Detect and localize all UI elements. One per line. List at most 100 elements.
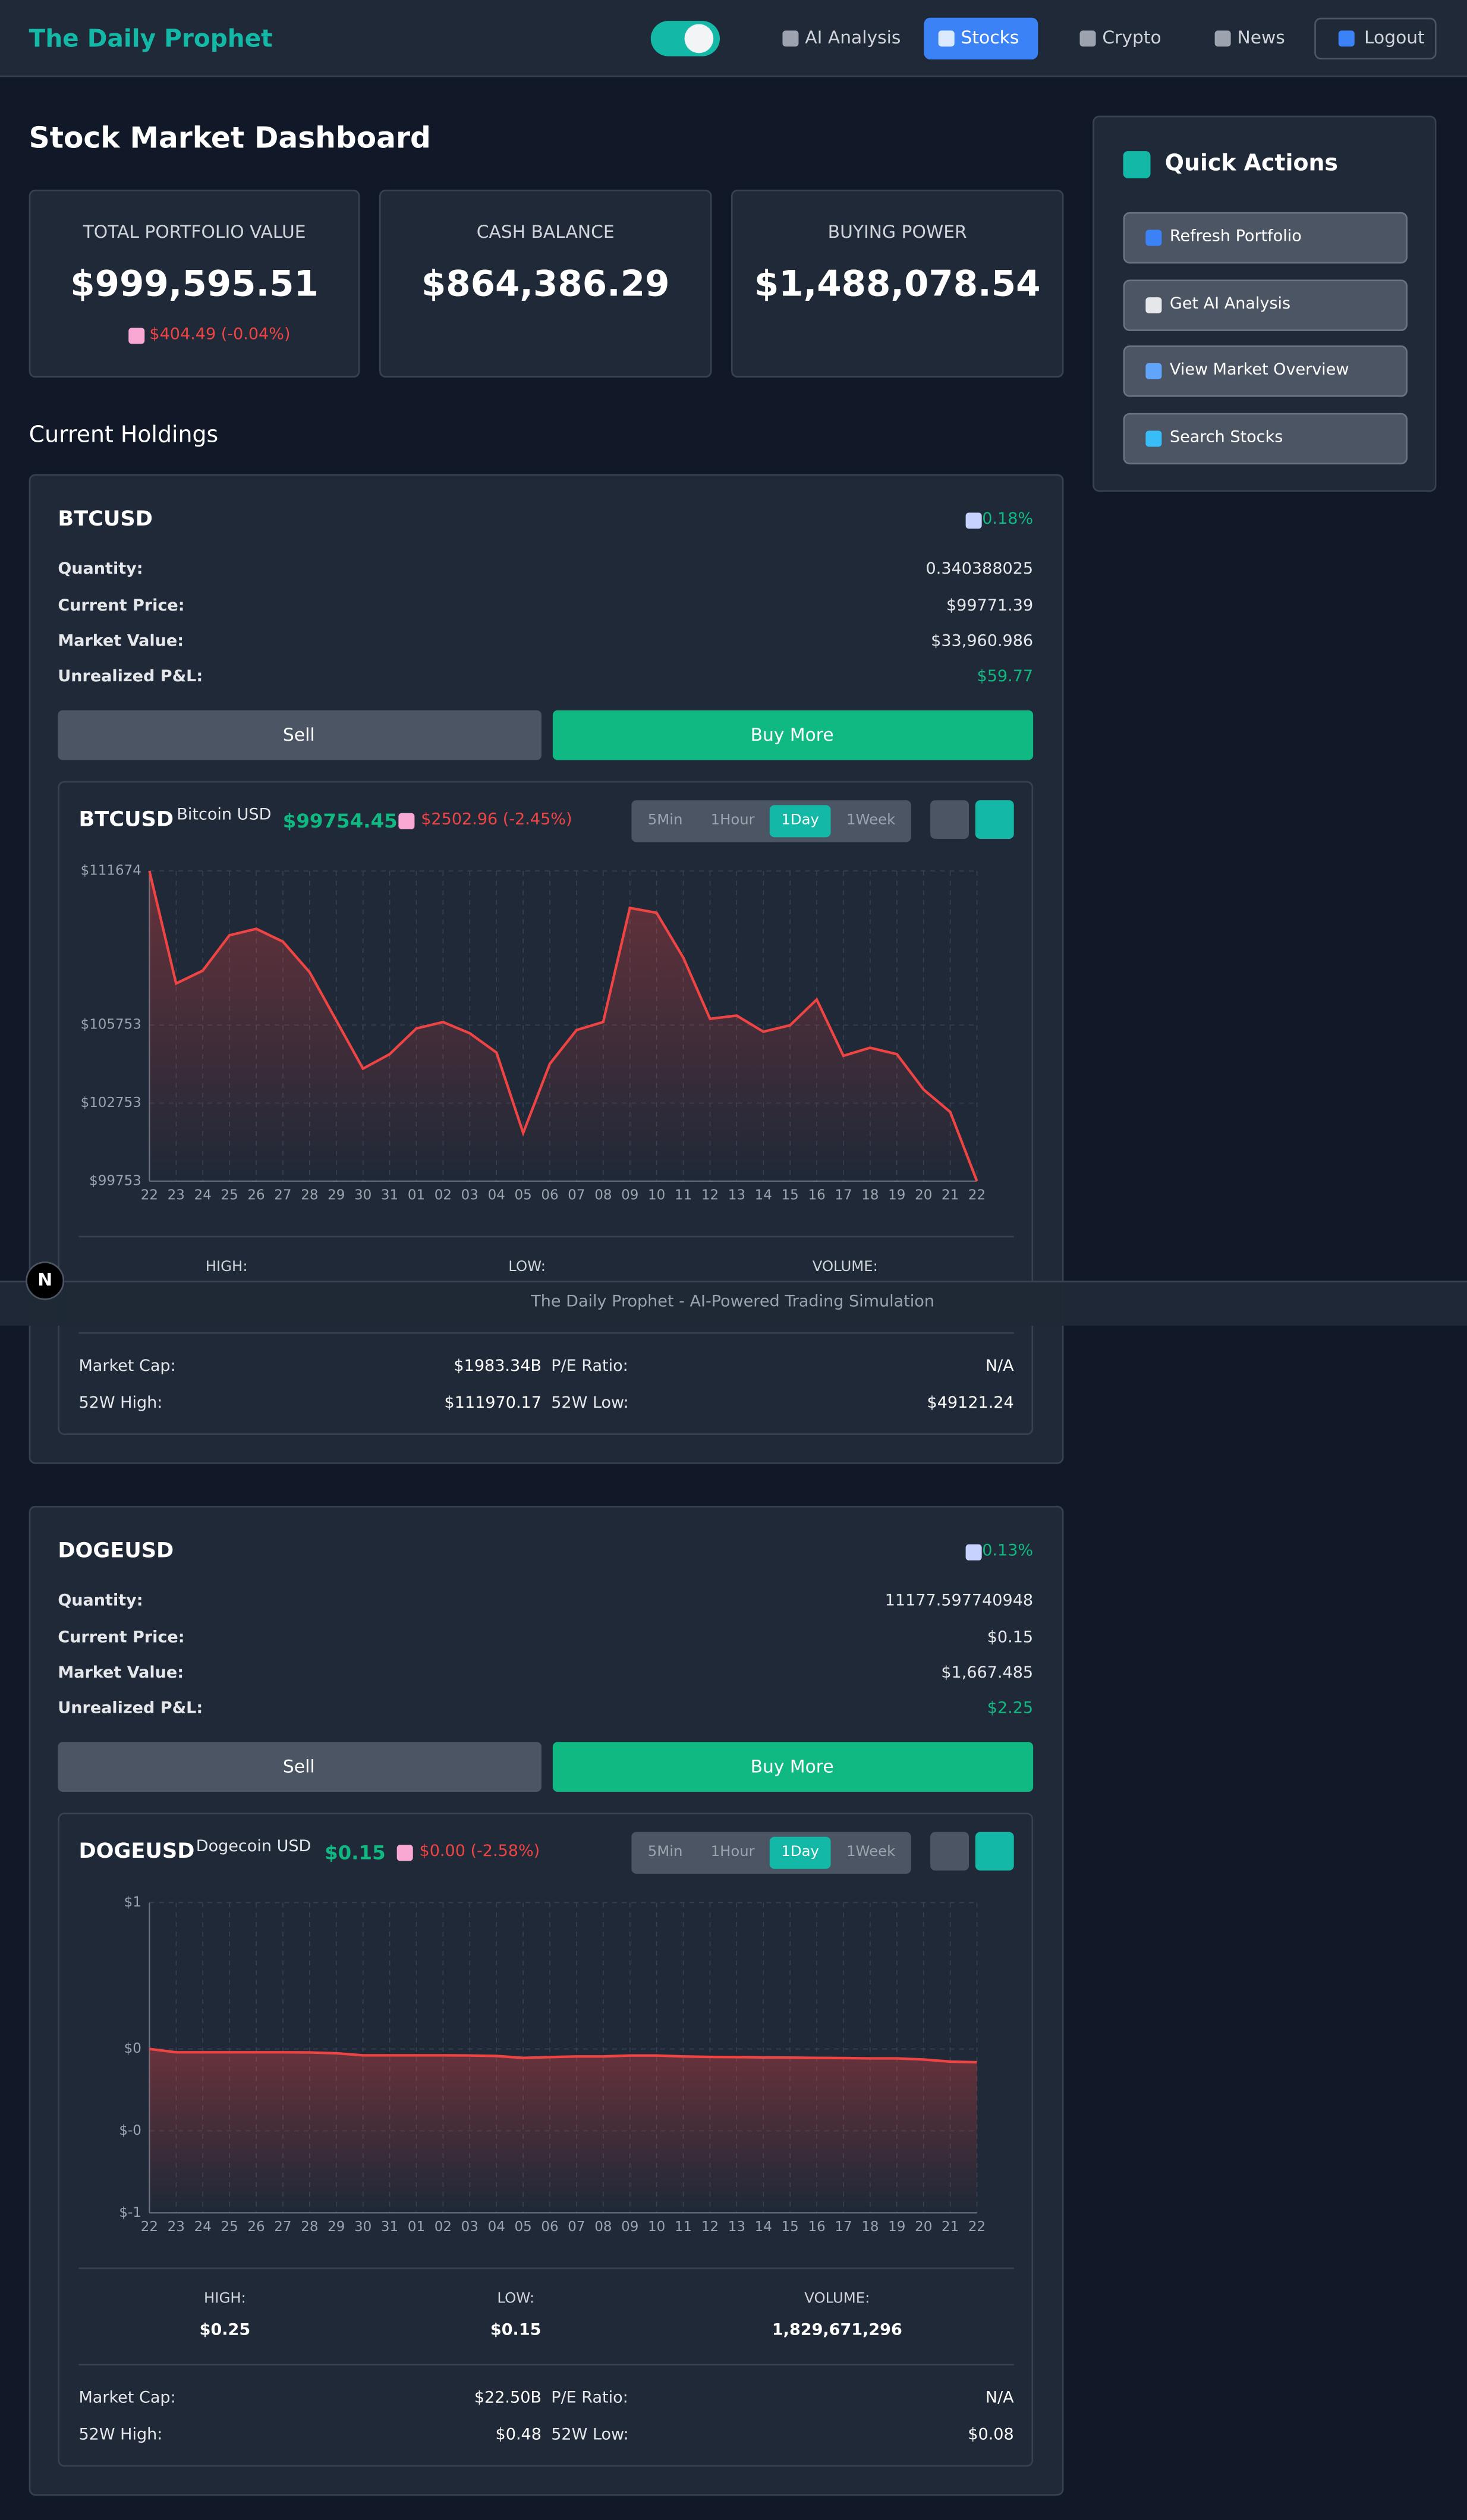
x-tick-label: 11	[675, 1188, 692, 1203]
divider	[78, 2364, 1014, 2366]
button-label[interactable]: Buy More	[750, 1757, 834, 1778]
x-tick-label: 26	[247, 1188, 265, 1203]
stat-label: VOLUME:	[804, 2291, 870, 2307]
x-tick-label: 16	[808, 1188, 825, 1203]
detail-value: N/A	[985, 2389, 1014, 2408]
summary-card	[731, 189, 1064, 378]
chart-mode-button[interactable]	[975, 1832, 1014, 1871]
buy-button[interactable]	[552, 1742, 1034, 1792]
button-label[interactable]: Sell	[282, 725, 315, 747]
x-tick-label: 05	[514, 2219, 531, 2235]
field-value: $99771.39	[946, 597, 1034, 616]
quick-action-button[interactable]	[1123, 345, 1408, 397]
x-tick-label: 04	[488, 2219, 505, 2235]
line-series	[148, 870, 978, 1182]
y-tick-label: $111674	[81, 863, 141, 879]
timeframe-button[interactable]: 5Min	[647, 812, 683, 829]
field-label: Quantity:	[58, 561, 143, 579]
quick-action-button[interactable]	[1123, 412, 1408, 464]
x-tick-label: 25	[221, 2219, 238, 2235]
detail-label: Market Cap:	[78, 2389, 176, 2408]
field-value: $33,960.986	[931, 633, 1034, 651]
field-value: $0.15	[987, 1629, 1034, 1647]
x-tick-label: 26	[247, 2219, 265, 2235]
quick-action-label[interactable]: Get AI Analysis	[1169, 295, 1291, 313]
chart-mode-button[interactable]	[975, 800, 1014, 839]
timeframe-button[interactable]: 1Hour	[710, 812, 755, 829]
buy-button[interactable]	[552, 710, 1034, 760]
x-tick-label: 04	[488, 1188, 505, 1203]
logout-button[interactable]	[1314, 17, 1437, 60]
quick-action-button[interactable]	[1123, 212, 1408, 264]
icon	[965, 512, 982, 529]
x-tick-label: 21	[942, 2219, 959, 2235]
x-tick-label: 30	[354, 1188, 372, 1203]
x-tick-label: 13	[728, 1188, 745, 1203]
x-tick-label: 03	[461, 1188, 478, 1203]
holding-symbol: DOGEUSD	[58, 1539, 174, 1563]
field-value: 11177.597740948	[884, 1592, 1034, 1610]
field-value: $1,667.485	[941, 1665, 1034, 1683]
stat-label: LOW:	[497, 2291, 535, 2307]
holding-symbol: BTCUSD	[58, 507, 153, 532]
icon	[1145, 430, 1162, 446]
timeframe-active[interactable]	[769, 1836, 831, 1869]
timeframe-button[interactable]: 1Week	[846, 1844, 896, 1861]
logout-label[interactable]: Logout	[1364, 27, 1425, 49]
badge[interactable]	[26, 1261, 65, 1300]
x-tick-label: 22	[141, 2219, 158, 2235]
x-tick-label: 29	[328, 1188, 345, 1203]
x-tick-label: 20	[915, 2219, 932, 2235]
summary-card	[379, 189, 712, 378]
timeframe-button[interactable]: 1Day	[781, 812, 819, 829]
holding-change: 0.18%	[982, 511, 1034, 529]
chart-mode-button[interactable]	[930, 800, 969, 839]
x-tick-label: 25	[221, 1188, 238, 1203]
x-tick-label: 01	[408, 2219, 425, 2235]
quick-action-label[interactable]: Refresh Portfolio	[1169, 228, 1302, 246]
x-tick-label: 19	[888, 1188, 905, 1203]
x-tick-label: 14	[755, 1188, 772, 1203]
summary-label: BUYING POWER	[827, 222, 967, 243]
detail-label: 52W High:	[78, 1395, 163, 1413]
detail-value: $1983.34B	[454, 1358, 542, 1376]
icon	[965, 1544, 982, 1561]
x-tick-label: 16	[808, 2219, 825, 2235]
chart-price: $0.15	[325, 1841, 386, 1864]
footer-bar	[0, 1281, 1467, 1326]
x-tick-label: 28	[301, 1188, 318, 1203]
divider	[78, 1332, 1014, 1334]
quick-action-label[interactable]: View Market Overview	[1169, 361, 1349, 379]
quick-action-button[interactable]	[1123, 279, 1408, 331]
detail-label: 52W Low:	[551, 2426, 629, 2445]
x-tick-label: 15	[782, 1188, 799, 1203]
chart-mode-button[interactable]	[930, 1832, 969, 1871]
icon	[938, 30, 955, 47]
button-label[interactable]: Buy More	[750, 725, 834, 747]
x-tick-label: 06	[541, 2219, 558, 2235]
line-area	[149, 871, 977, 1181]
field-label: Market Value:	[58, 633, 184, 651]
x-tick-label: 31	[381, 1188, 398, 1203]
quick-action-label[interactable]: Search Stocks	[1169, 428, 1283, 446]
x-tick-label: 20	[915, 1188, 932, 1203]
timeframe-button[interactable]: 1Day	[781, 1844, 819, 1861]
summary-value: $999,595.51	[70, 264, 319, 305]
timeframe-active[interactable]	[769, 805, 831, 838]
timeframe-button[interactable]: 1Week	[846, 812, 896, 829]
timeframe-button[interactable]: 1Hour	[710, 1844, 755, 1861]
x-tick-label: 27	[274, 2219, 291, 2235]
summary-value: $1,488,078.54	[754, 264, 1041, 305]
x-tick-label: 23	[168, 2219, 185, 2235]
sell-button[interactable]	[58, 1742, 542, 1792]
x-tick-label: 02	[435, 1188, 452, 1203]
toggle-knob	[684, 24, 714, 54]
x-tick-label: 29	[328, 2219, 345, 2235]
x-tick-label: 23	[168, 1188, 185, 1203]
button-label[interactable]: Sell	[282, 1757, 315, 1778]
sell-button[interactable]	[58, 710, 542, 760]
timeframe-button[interactable]: 5Min	[647, 1844, 683, 1861]
summary-value: $864,386.29	[421, 264, 670, 305]
x-tick-label: 07	[568, 1188, 585, 1203]
